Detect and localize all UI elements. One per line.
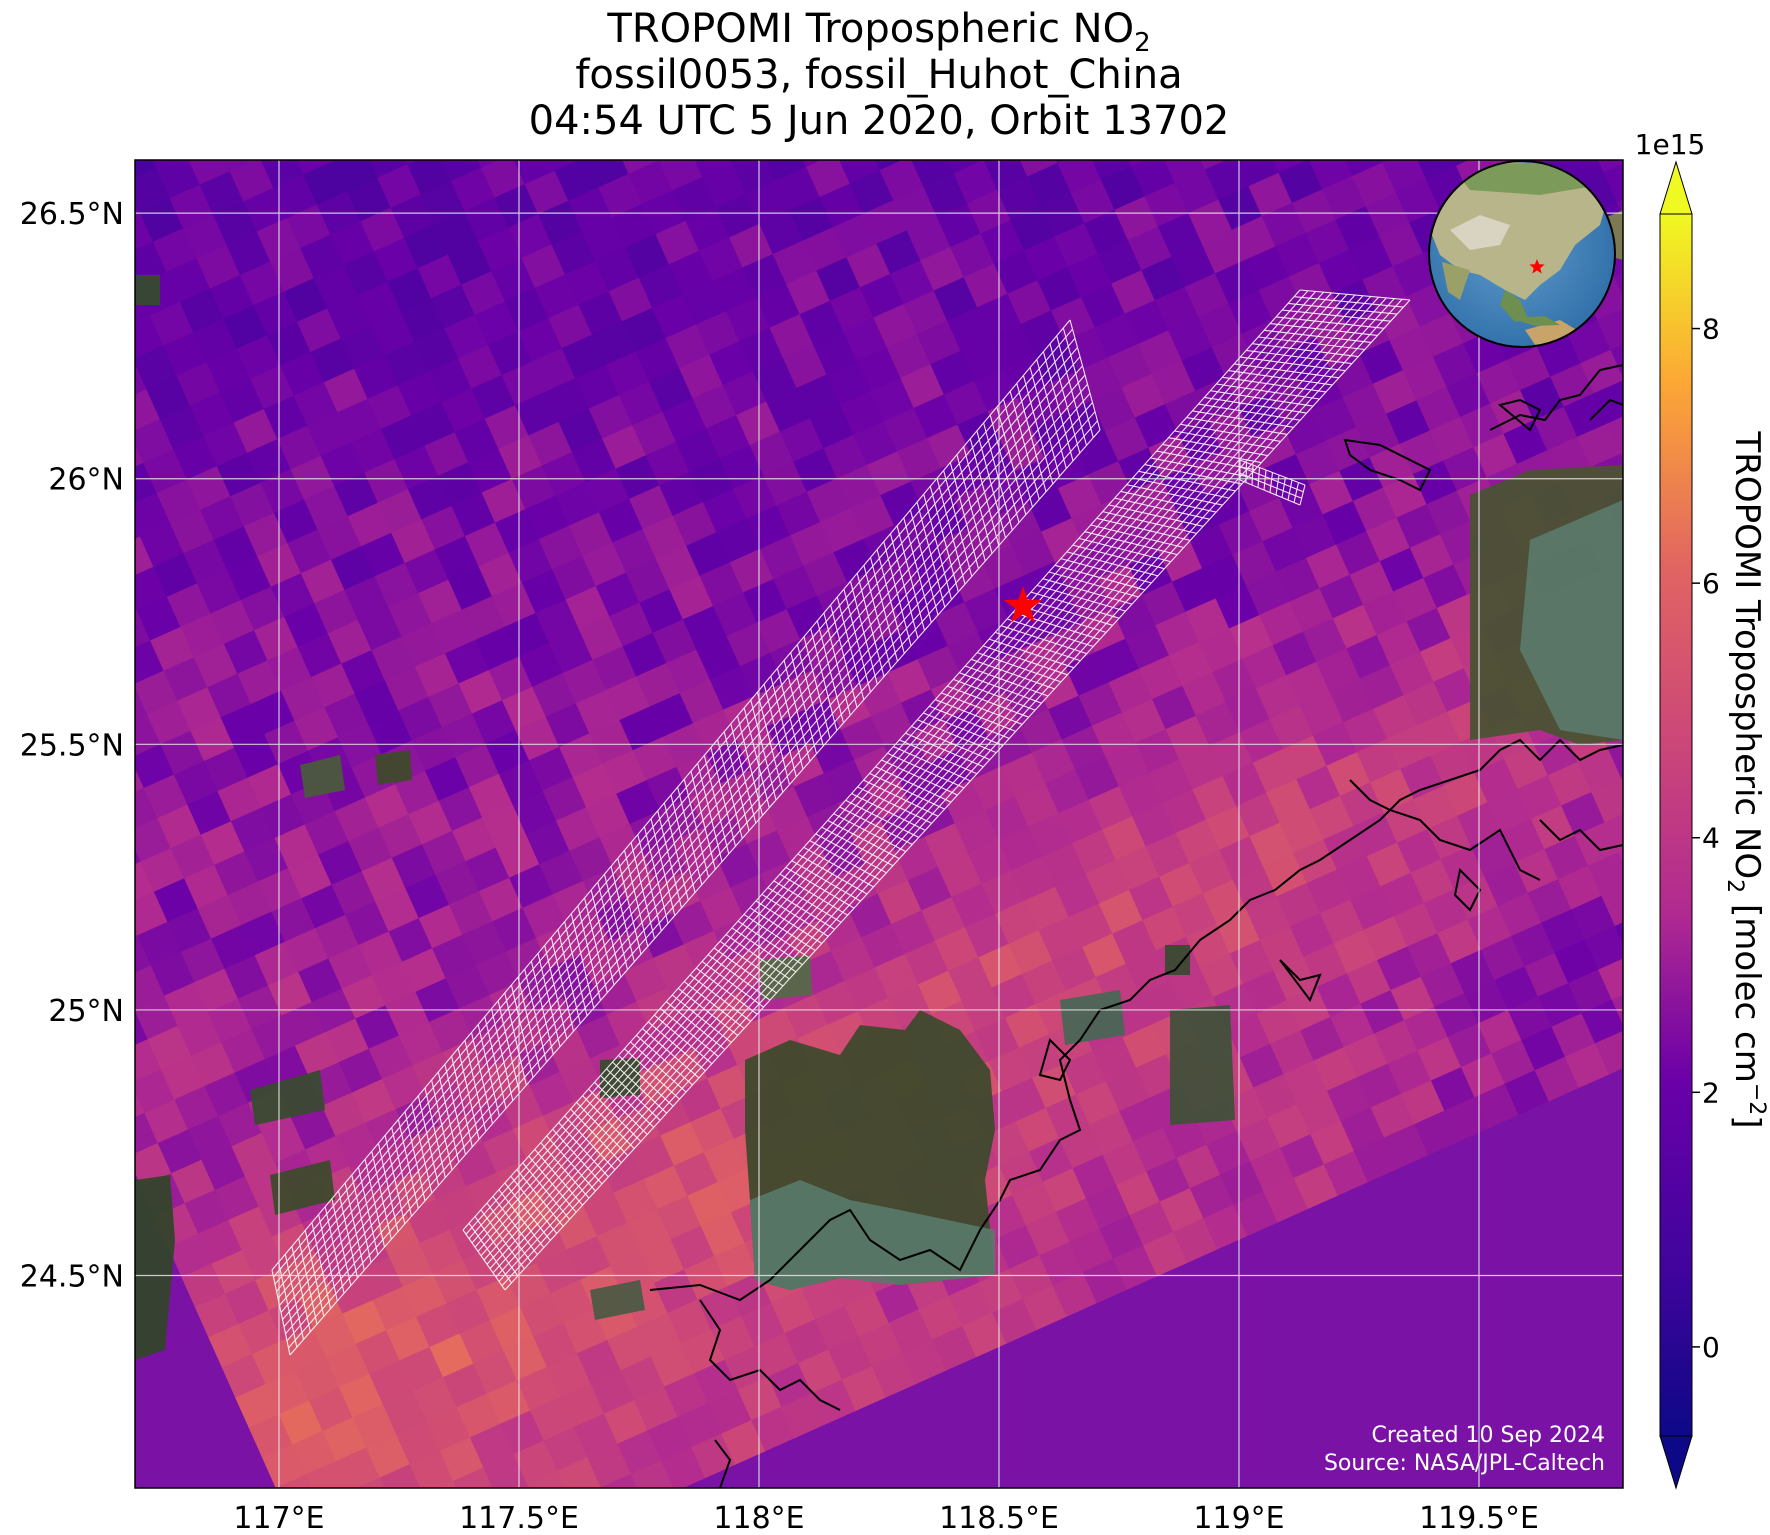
lon-tick-label: 117°E xyxy=(233,1501,324,1535)
globe-mountains xyxy=(1450,215,1510,250)
lat-tick-label: 26°N xyxy=(48,463,124,498)
title-line-2: fossil0053, fossil_Huhot_China xyxy=(575,52,1183,98)
credit-source: Source: NASA/JPL-Caltech xyxy=(1324,1451,1605,1476)
lat-tick-label: 26.5°N xyxy=(20,197,124,232)
map-frame xyxy=(134,159,1624,1489)
colorbar-tick-label: 8 xyxy=(1702,313,1720,346)
colorbar-extend-max xyxy=(1659,160,1693,215)
map-panel: Created 10 Sep 2024 Source: NASA/JPL-Cal… xyxy=(135,160,1623,1488)
colorbar: 1e15 0 2 4 6 8 TROPOMI Tropospheric NO2 [mol… xyxy=(1635,128,1769,1490)
globe-southeast-asia xyxy=(1500,290,1528,322)
title-subscript: 2 xyxy=(1134,28,1151,58)
colorbar-tick-label: 0 xyxy=(1702,1331,1720,1364)
colorbar-tick-label: 6 xyxy=(1702,567,1720,600)
target-star-icon xyxy=(1004,586,1042,623)
land-imagery-layer xyxy=(135,210,1623,1360)
inset-globe xyxy=(1428,160,1616,348)
lon-tick-label: 117.5°E xyxy=(459,1501,579,1535)
colorbar-exponent: 1e15 xyxy=(1635,128,1706,161)
globe-indonesia xyxy=(1510,316,1560,326)
lon-tick-label: 119°E xyxy=(1193,1501,1284,1535)
lon-tick-label: 119.5°E xyxy=(1419,1501,1539,1535)
colorbar-label: TROPOMI Tropospheric NO2 [molec cm−2] xyxy=(1722,430,1769,1128)
coastline-layer xyxy=(649,364,1623,1488)
colorbar-tick-label: 4 xyxy=(1702,822,1720,855)
globe-asia-landmass xyxy=(1429,161,1610,300)
lat-tick-label: 24.5°N xyxy=(20,1260,124,1295)
globe-india xyxy=(1442,262,1470,300)
lat-tick-label: 25.5°N xyxy=(20,728,124,763)
title-line-1: TROPOMI Tropospheric NO2 xyxy=(135,6,1623,58)
title-main: TROPOMI Tropospheric NO xyxy=(607,6,1135,52)
graticule xyxy=(135,160,1623,1488)
globe-target-star-icon xyxy=(1529,259,1545,274)
lon-tick-label: 118°E xyxy=(713,1501,804,1535)
colorbar-extend-min xyxy=(1659,1435,1693,1490)
latitude-tick-labels: 26.5°N 26°N 25.5°N 25°N 24.5°N xyxy=(20,197,124,1294)
title-line-3: 04:54 UTC 5 Jun 2020, Orbit 13702 xyxy=(528,98,1230,144)
colorbar-ticks: 0 2 4 6 8 xyxy=(1692,313,1720,1364)
lon-tick-label: 118.5°E xyxy=(939,1501,1059,1535)
colorbar-tick-label: 2 xyxy=(1702,1076,1720,1109)
longitude-tick-labels: 117°E 117.5°E 118°E 118.5°E 119°E 119.5°E xyxy=(233,1501,1539,1535)
credit-created: Created 10 Sep 2024 xyxy=(1372,1423,1606,1448)
colorbar-body xyxy=(1659,213,1693,1437)
lat-tick-label: 25°N xyxy=(48,994,124,1029)
